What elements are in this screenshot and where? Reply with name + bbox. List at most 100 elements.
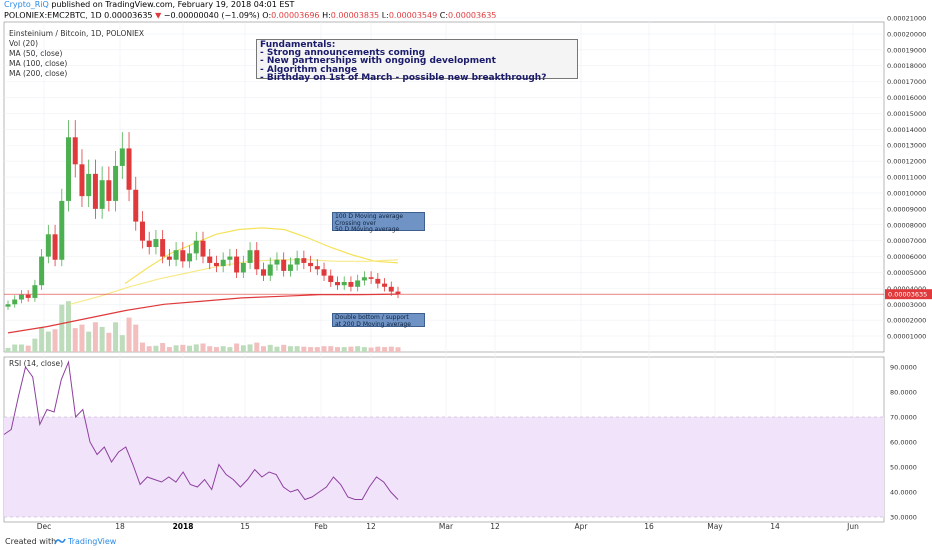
volume-bar <box>119 335 125 352</box>
rsi-tick-label: 80.0000 <box>890 389 917 397</box>
candle-body <box>274 259 280 265</box>
ma50-line <box>124 227 399 285</box>
legend-vol[interactable]: Vol (20) <box>9 39 39 48</box>
volume-bar <box>126 317 132 352</box>
volume-bar <box>39 326 45 352</box>
candle-body <box>139 221 145 241</box>
volume-bar <box>341 347 347 352</box>
candle-body <box>294 258 300 265</box>
volume-bar <box>66 301 72 352</box>
tradingview-logo-icon <box>54 538 66 545</box>
candle-body <box>234 256 240 273</box>
volume-bar <box>92 322 98 352</box>
x-tick-label: Feb <box>314 522 328 531</box>
y-tick-label: 0.00005000 <box>887 269 926 277</box>
volume-bar <box>368 347 374 352</box>
candle-body <box>193 240 199 254</box>
price-tag-bg <box>885 289 932 300</box>
volume-bar <box>227 347 233 352</box>
y-tick-label: 0.00007000 <box>887 237 926 245</box>
volume-bar <box>146 346 152 352</box>
y-tick-label: 0.00002000 <box>887 317 926 325</box>
volume-bar <box>382 347 388 352</box>
ma-cross-note[interactable]: 100 D Moving average Crossing over 50 D … <box>332 212 425 233</box>
candle-body <box>18 294 24 300</box>
volume-bar <box>247 344 253 352</box>
legend-ma50[interactable]: MA (50, close) <box>9 49 63 58</box>
volume-bar <box>287 346 293 352</box>
candle-body <box>321 269 327 276</box>
y-tick-label: 0.00004000 <box>887 285 926 293</box>
rsi-label: RSI (14, close) <box>9 359 64 368</box>
rsi-pane <box>3 360 884 518</box>
rsi-tick-label: 50.0000 <box>890 464 917 472</box>
legend-ma200[interactable]: MA (200, close) <box>9 69 68 78</box>
legend-ma100[interactable]: MA (100, close) <box>9 59 68 68</box>
o-value: 0.00003696 <box>271 11 320 20</box>
candle-body <box>287 264 293 271</box>
fund-line: - Algorithm change <box>260 64 358 75</box>
x-tick-label: Apr <box>575 522 589 531</box>
volume-bar <box>395 347 401 352</box>
ma100-line <box>69 259 399 305</box>
x-tick-label: Jun <box>846 522 859 531</box>
volume-bar <box>173 345 179 352</box>
volume-bar <box>361 347 367 352</box>
volume-bar <box>139 342 145 352</box>
volume-bar <box>166 347 172 352</box>
candle-body <box>79 164 85 197</box>
x-tick-label: May <box>707 522 723 531</box>
x-tick-label: 15 <box>240 522 250 531</box>
candle-body <box>66 137 72 201</box>
candle-body <box>395 291 401 295</box>
moving-averages <box>4 227 884 334</box>
change-value: −0.00000040 (−1.09%) <box>163 11 260 20</box>
author-link[interactable]: Crypto_RiQ <box>4 0 49 9</box>
volume-bar <box>52 329 58 352</box>
candle-body <box>382 283 388 287</box>
l-value: 0.00003549 <box>388 11 438 20</box>
candle-body <box>388 286 394 292</box>
volume-bar <box>79 324 85 352</box>
y-tick-label: 0.00006000 <box>887 253 926 261</box>
volume-bar <box>207 346 213 352</box>
volume-bar <box>193 344 199 352</box>
candle-body <box>200 240 206 257</box>
volume-bar <box>18 344 24 352</box>
candle-body <box>119 148 125 166</box>
candle-body <box>160 239 166 257</box>
y-tick-label: 0.00015000 <box>887 110 926 118</box>
ohlc-line: POLONIEX:EMC2BTC, 1D 0.00003635 ▼ −0.000… <box>4 11 496 20</box>
publish-info: Crypto_RiQ published on TradingView.com,… <box>4 0 294 9</box>
rsi-tick-label: 70.0000 <box>890 414 917 422</box>
volume-bar <box>153 345 159 352</box>
double-bottom-note[interactable]: Double bottom / support at 200 D Moving … <box>332 313 425 327</box>
volume-bar <box>314 347 320 352</box>
volume-bar <box>240 345 246 352</box>
tradingview-brand[interactable]: TradingView <box>68 537 117 546</box>
candle-body <box>368 277 374 279</box>
candle-body <box>301 258 307 263</box>
fund-line: - Birthday on 1st of March - possible ne… <box>260 72 547 83</box>
volume-bar <box>180 344 186 352</box>
fundamentals-note[interactable]: Fundamentals: - Strong announcements com… <box>256 39 578 83</box>
candle-body <box>5 304 11 307</box>
volume-bars <box>5 301 401 352</box>
x-tick-label: Mar <box>439 522 454 531</box>
published-text: published on TradingView.com, February 1… <box>51 0 295 9</box>
c-label: C: <box>439 11 449 20</box>
l-label: L: <box>381 11 389 20</box>
x-tick-label: 12 <box>366 522 376 531</box>
note-line: at 200 D Moving average <box>335 320 411 328</box>
candle-body <box>308 262 314 267</box>
y-tick-label: 0.00008000 <box>887 221 926 229</box>
h-value: 0.00003835 <box>330 11 380 20</box>
chart-legend: Einsteinium / Bitcoin, 1D, POLONIEX Vol … <box>9 29 144 79</box>
volume-bar <box>25 345 31 352</box>
candle-body <box>187 253 193 262</box>
rsi-line <box>3 360 399 501</box>
candle-body <box>348 282 354 287</box>
volume-bar <box>113 322 119 352</box>
y-tick-label: 0.00010000 <box>887 189 926 197</box>
